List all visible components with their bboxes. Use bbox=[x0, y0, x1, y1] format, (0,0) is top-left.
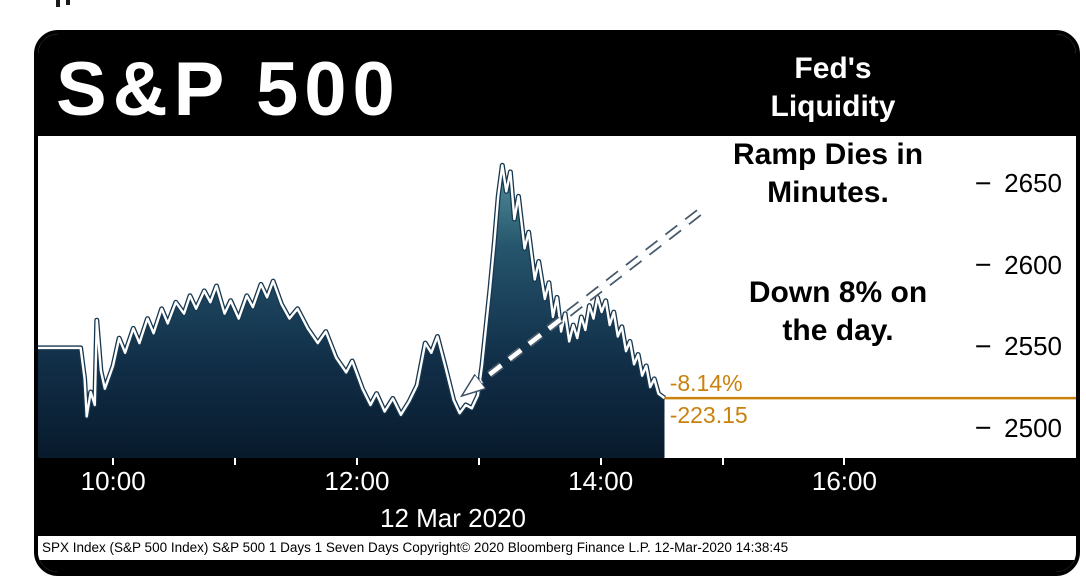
annotation-line: Down 8% on bbox=[748, 276, 928, 309]
net-change-label: -223.15 bbox=[669, 402, 748, 429]
price-area-fill bbox=[38, 165, 665, 458]
annotation-headline-top: Fed's Liquidity bbox=[683, 50, 983, 126]
price-line bbox=[38, 164, 666, 418]
y-axis-label: 2550 bbox=[1004, 331, 1062, 362]
bloomberg-chart-window: S&P 500 Fed's Liquidity bbox=[34, 30, 1080, 576]
status-bar: SPX Index (S&P 500 Index) S&P 500 1 Days… bbox=[38, 536, 1076, 560]
y-axis-label: 2650 bbox=[1004, 168, 1062, 199]
annotation-line: Fed's bbox=[794, 52, 872, 85]
x-axis-tick bbox=[477, 458, 480, 465]
x-axis-label: 12:00 bbox=[324, 466, 390, 496]
annotation-line: Ramp Dies in bbox=[732, 138, 924, 171]
x-axis-label: 14:00 bbox=[568, 466, 634, 496]
bottom-strip bbox=[38, 560, 1076, 572]
x-axis-label: 10:00 bbox=[80, 466, 146, 496]
annotation-line: Liquidity bbox=[770, 90, 896, 123]
cropped-text-artifact bbox=[56, 0, 86, 7]
x-axis-tick bbox=[234, 458, 237, 465]
pct-change-label: -8.14% bbox=[669, 370, 743, 397]
annotation-line: the day. bbox=[782, 314, 894, 347]
x-axis-label: 16:00 bbox=[811, 466, 877, 496]
x-axis-tick bbox=[721, 458, 724, 465]
x-axis-tick bbox=[355, 458, 358, 465]
x-axis: 12 Mar 2020 10:00 12:00 14:00 16:00 bbox=[38, 458, 1076, 536]
x-axis-tick bbox=[112, 458, 115, 465]
y-axis-label: 2500 bbox=[1004, 412, 1062, 443]
y-axis-ticks bbox=[976, 182, 991, 429]
chart-header: S&P 500 Fed's Liquidity bbox=[38, 34, 1076, 136]
price-chart-plot: Ramp Dies in Minutes. Down 8% on the day… bbox=[38, 136, 1076, 458]
annotation-line: Minutes. bbox=[767, 176, 889, 209]
price-chart bbox=[38, 162, 1076, 458]
x-axis-tick bbox=[843, 458, 846, 465]
y-axis-label: 2600 bbox=[1004, 249, 1062, 280]
annotation-ramp-dies: Ramp Dies in Minutes. bbox=[678, 136, 978, 212]
status-text: SPX Index (S&P 500 Index) S&P 500 1 Days… bbox=[42, 540, 789, 555]
x-axis-tick bbox=[599, 458, 602, 465]
chart-title: S&P 500 bbox=[56, 47, 401, 132]
annotation-down-8pct: Down 8% on the day. bbox=[688, 274, 988, 350]
date-label: 12 Mar 2020 bbox=[380, 503, 526, 533]
